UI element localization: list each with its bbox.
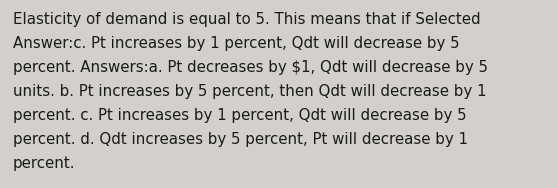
Text: Answer:c. Pt increases by 1 percent, Qdt will decrease by 5: Answer:c. Pt increases by 1 percent, Qdt… [13, 36, 460, 51]
Text: percent. d. Qdt increases by 5 percent, Pt will decrease by 1: percent. d. Qdt increases by 5 percent, … [13, 132, 468, 147]
Text: percent. c. Pt increases by 1 percent, Qdt will decrease by 5: percent. c. Pt increases by 1 percent, Q… [13, 108, 466, 123]
Text: Elasticity of demand is equal to 5. This means that if Selected: Elasticity of demand is equal to 5. This… [13, 12, 480, 27]
Text: units. b. Pt increases by 5 percent, then Qdt will decrease by 1: units. b. Pt increases by 5 percent, the… [13, 84, 487, 99]
Text: percent. Answers:a. Pt decreases by $1, Qdt will decrease by 5: percent. Answers:a. Pt decreases by $1, … [13, 60, 488, 75]
Text: percent.: percent. [13, 156, 75, 171]
